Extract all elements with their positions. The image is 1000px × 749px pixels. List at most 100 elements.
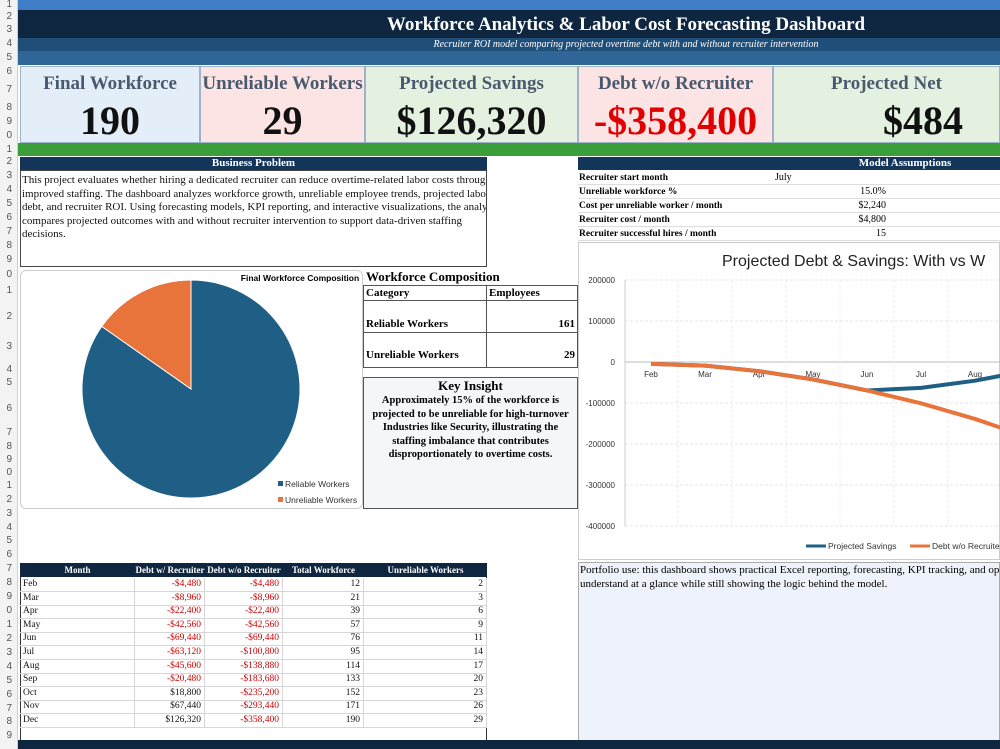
row-number: 9 <box>6 591 12 602</box>
number-cell: -$183,680 <box>205 673 283 687</box>
number-cell: 14 <box>364 646 487 659</box>
table-header-cell: Unreliable Workers <box>387 565 464 575</box>
number-cell: $126,320 <box>135 714 205 727</box>
number-cell: -$42,560 <box>205 618 283 632</box>
row-number: 9 <box>6 454 12 465</box>
table-row-line <box>20 686 487 688</box>
insight-line: disproportionately to overtime costs. <box>388 449 553 460</box>
month-cell: Mar <box>20 591 135 605</box>
row-number: 2 <box>6 633 12 644</box>
kpi-card <box>200 66 365 143</box>
number-cell: -$235,200 <box>205 686 283 700</box>
assumption-row <box>578 171 1000 185</box>
text-box: This project evaluates whether hiring a … <box>20 170 487 267</box>
month-cell: Dec <box>20 714 135 727</box>
subtitle-bar <box>18 38 1000 51</box>
row-number: 6 <box>6 549 12 560</box>
row-number: 6 <box>6 689 12 700</box>
chart-frame <box>578 242 1000 560</box>
number-cell: 171 <box>283 700 364 714</box>
number-cell: 39 <box>283 605 364 619</box>
row-number: 2 <box>6 11 12 22</box>
row-number: 8 <box>6 102 12 113</box>
number-cell: 23 <box>364 686 487 700</box>
row-number: 7 <box>6 84 12 95</box>
paragraph-line: This project evaluates whether hiring a … <box>22 174 486 186</box>
table-border <box>363 285 578 368</box>
kpi-card <box>773 66 1000 143</box>
month-cell: Jun <box>20 632 135 646</box>
row-number: 4 <box>6 184 12 195</box>
table-row-line <box>20 604 487 606</box>
kpi-label: Final Workforce <box>43 73 177 94</box>
number-cell: 6 <box>364 605 487 619</box>
row-number: 5 <box>6 675 12 686</box>
table-header-cell: Debt w/o Recruiter <box>207 565 281 575</box>
kpi-value: 190 <box>80 99 140 143</box>
assumption-label: Recruiter cost / month <box>579 215 670 225</box>
row-number: 6 <box>6 66 12 77</box>
month-cell: Apr <box>20 605 135 619</box>
number-cell: 26 <box>364 700 487 714</box>
row-number: 4 <box>6 38 12 49</box>
number-cell: -$358,400 <box>205 714 283 727</box>
month-cell: Feb <box>20 578 135 591</box>
number-cell: 57 <box>283 618 364 632</box>
number-cell: 114 <box>283 659 364 673</box>
top-band <box>18 0 1000 10</box>
assumption-value: $2,240 <box>858 200 887 211</box>
row-number: 0 <box>6 130 12 141</box>
row-number: 2 <box>6 311 12 322</box>
row-number: 7 <box>6 226 12 237</box>
category-cell: Unreliable Workers <box>366 349 459 361</box>
row-number: 1 <box>6 144 12 155</box>
number-cell: -$22,400 <box>205 605 283 619</box>
row-number: 7 <box>6 703 12 714</box>
month-cell: Sep <box>20 673 135 687</box>
number-cell: $67,440 <box>135 700 205 714</box>
paragraph-line: improved staffing. The dashboard analyze… <box>22 187 486 200</box>
number-cell: 190 <box>283 714 364 727</box>
number-cell: -$4,480 <box>205 578 283 591</box>
insight-line: projected to be unreliable for high-turn… <box>372 408 569 420</box>
number-cell: 3 <box>364 591 487 605</box>
table-header: Category <box>366 287 410 299</box>
assumption-label: Cost per unreliable worker / month <box>579 201 723 211</box>
assumption-row <box>578 213 1000 227</box>
table-header-cell: Debt w/ Recruiter <box>135 565 205 575</box>
row-number: 9 <box>6 254 12 265</box>
title-bar <box>18 10 1000 38</box>
row-number: 8 <box>6 240 12 251</box>
number-cell: 2 <box>364 578 487 591</box>
number-cell: 11 <box>364 632 487 646</box>
number-cell: 17 <box>364 659 487 673</box>
assumption-value: 15.0% <box>860 186 886 197</box>
paragraph-line: decisions. <box>22 228 66 240</box>
number-cell: 95 <box>283 646 364 659</box>
row-number: 0 <box>6 605 12 616</box>
table-header-cell: Total Workforce <box>291 565 356 575</box>
row-number: 4 <box>6 522 12 533</box>
month-cell: May <box>20 618 135 632</box>
number-cell: 152 <box>283 686 364 700</box>
section-header: Model Assumptions <box>858 157 952 169</box>
month-cell: Oct <box>20 686 135 700</box>
dashboard-subtitle: Recruiter ROI model comparing projected … <box>433 39 819 50</box>
assumption-label: Recruiter start month <box>579 173 668 183</box>
kpi-value: $484 <box>883 99 963 143</box>
row-number: 1 <box>6 619 12 630</box>
table-row-line <box>20 659 487 660</box>
assumption-value: 15 <box>876 228 886 239</box>
row-header-strip <box>0 0 18 749</box>
insight-line: Approximately 15% of the workforce is <box>381 395 560 406</box>
section-header-bg <box>578 157 1000 170</box>
category-cell: Reliable Workers <box>366 318 448 330</box>
kpi-label: Debt w/o Recruiter <box>597 73 754 94</box>
row-number: 1 <box>6 480 12 491</box>
table-header-bg <box>20 563 487 577</box>
number-cell: -$20,480 <box>135 673 205 687</box>
number-cell: -$8,960 <box>205 591 283 605</box>
row-number: 3 <box>6 341 12 352</box>
number-cell: -$8,960 <box>135 591 205 605</box>
row-number: 9 <box>6 730 12 741</box>
